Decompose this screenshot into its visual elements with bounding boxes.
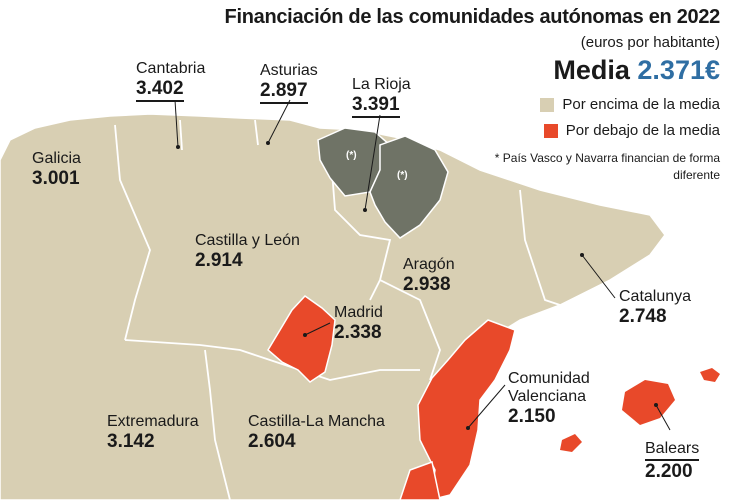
label-comunidad-valenciana: Comunidad Valenciana 2.150	[508, 370, 618, 427]
region-value: 2.938	[403, 273, 451, 295]
chart-title: Financiación de las comunidades autónoma…	[224, 6, 721, 28]
region-name: Galicia	[32, 150, 81, 167]
label-asturias: Asturias 2.897	[260, 62, 318, 105]
region-name: Castilla-La Mancha	[248, 413, 385, 430]
chart-subtitle: (euros por habitante)	[580, 34, 720, 51]
legend-label-below: Por debajo de la media	[565, 122, 720, 139]
label-castilla-la-mancha: Castilla-La Mancha 2.604	[248, 413, 385, 452]
region-name: Madrid	[334, 304, 383, 321]
average-number: 2.371€	[637, 55, 720, 85]
region-value: 3.402	[136, 78, 184, 103]
label-castilla-leon: Castilla y León 2.914	[195, 232, 300, 271]
menorca-island	[700, 368, 720, 382]
label-cantabria: Cantabria 3.402	[136, 60, 206, 103]
region-value: 2.200	[645, 460, 693, 482]
region-name: Balears	[645, 440, 700, 461]
legend-label-above: Por encima de la media	[562, 96, 720, 113]
region-name: Catalunya	[619, 288, 692, 305]
legend-below: Por debajo de la media	[543, 122, 720, 139]
region-value: 2.604	[248, 430, 296, 452]
legend-swatch-below	[543, 123, 558, 138]
region-borders	[114, 119, 561, 500]
label-balears: Balears 2.200	[645, 440, 700, 482]
label-aragon: Aragón 2.938	[403, 256, 455, 295]
navarra-mark: (*)	[397, 170, 408, 181]
pais-vasco-mark: (*)	[346, 150, 357, 161]
madrid-region	[267, 295, 336, 383]
leader-lines	[174, 99, 671, 431]
navarra	[369, 135, 449, 239]
region-value: 3.142	[107, 430, 155, 452]
region-name: Aragón	[403, 256, 455, 273]
average-value: Media 2.371€	[553, 55, 720, 86]
region-name: La Rioja	[352, 76, 411, 93]
label-la-rioja: La Rioja 3.391	[352, 76, 411, 119]
footnote: * País Vasco y Navarra financian de form…	[494, 151, 720, 182]
legend-swatch-above	[540, 97, 555, 112]
region-value: 2.338	[334, 321, 382, 343]
legend-above: Por encima de la media	[540, 96, 720, 113]
region-name: Castilla y León	[195, 232, 300, 249]
region-name: Cantabria	[136, 60, 206, 77]
region-value: 2.748	[619, 305, 667, 327]
label-catalunya: Catalunya 2.748	[619, 288, 691, 327]
label-madrid: Madrid 2.338	[334, 304, 383, 343]
murcia-region	[399, 460, 441, 500]
region-value: 2.897	[260, 80, 308, 105]
region-value: 2.150	[508, 405, 556, 427]
ibiza-island	[560, 434, 582, 452]
mallorca-island	[622, 380, 675, 425]
region-name: Comunidad Valenciana	[508, 370, 590, 405]
region-name: Extremadura	[107, 413, 199, 430]
label-galicia: Galicia 3.001	[32, 150, 81, 189]
region-value: 3.001	[32, 167, 80, 189]
label-extremadura: Extremadura 3.142	[107, 413, 199, 452]
leader-dots	[176, 141, 658, 430]
region-value: 3.391	[352, 94, 400, 119]
region-name: Asturias	[260, 62, 318, 79]
average-label: Media	[553, 55, 630, 85]
region-value: 2.914	[195, 249, 243, 271]
